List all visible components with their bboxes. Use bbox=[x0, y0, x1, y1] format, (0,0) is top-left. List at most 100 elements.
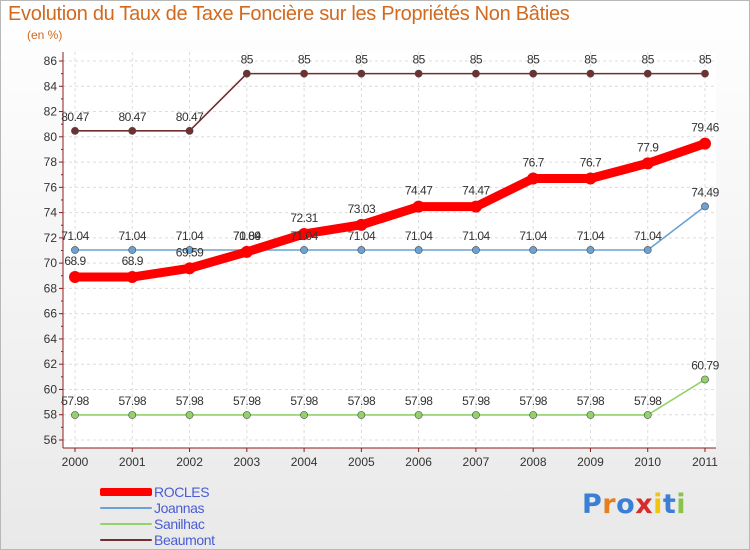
data-label-joannas: 71.04 bbox=[348, 229, 376, 243]
data-label-rocles: 72.31 bbox=[290, 211, 318, 225]
data-label-sanilhac: 57.98 bbox=[462, 394, 490, 408]
data-point-beaumont bbox=[472, 69, 480, 78]
data-point-joannas bbox=[128, 246, 137, 254]
data-point-beaumont bbox=[643, 69, 652, 78]
data-point-sanilhac bbox=[701, 375, 709, 384]
data-label-beaumont: 85 bbox=[241, 53, 254, 67]
data-point-beaumont bbox=[128, 126, 137, 135]
data-point-sanilhac bbox=[185, 411, 194, 419]
data-label-rocles: 70.89 bbox=[233, 229, 261, 243]
data-label-beaumont: 85 bbox=[355, 53, 368, 67]
data-label-joannas: 71.04 bbox=[176, 229, 204, 243]
data-point-rocles bbox=[183, 262, 196, 275]
y-tick-label: 68 bbox=[44, 281, 58, 295]
data-point-joannas bbox=[529, 246, 538, 254]
logo-letter: i bbox=[676, 489, 687, 520]
logo-letter: r bbox=[602, 489, 617, 520]
data-point-rocles bbox=[584, 172, 597, 185]
y-tick-label: 76 bbox=[44, 180, 58, 194]
data-label-beaumont: 85 bbox=[527, 53, 540, 67]
data-point-beaumont bbox=[242, 69, 251, 78]
data-point-rocles bbox=[126, 271, 139, 284]
data-label-joannas: 71.04 bbox=[519, 229, 547, 243]
y-tick-label: 62 bbox=[44, 357, 58, 371]
legend-swatch-beaumont bbox=[100, 539, 152, 541]
data-point-beaumont bbox=[357, 69, 366, 78]
data-label-sanilhac: 57.98 bbox=[290, 394, 318, 408]
data-label-beaumont: 85 bbox=[298, 53, 311, 67]
data-point-joannas bbox=[701, 202, 709, 211]
data-point-beaumont bbox=[185, 126, 194, 135]
data-label-sanilhac: 57.98 bbox=[577, 394, 605, 408]
series-line-sanilhac bbox=[74, 378, 706, 416]
data-point-rocles bbox=[355, 218, 368, 231]
data-label-joannas: 74.49 bbox=[691, 185, 719, 199]
x-tick-label: 2009 bbox=[577, 455, 604, 469]
data-point-rocles bbox=[527, 172, 540, 185]
y-tick-label: 78 bbox=[44, 155, 58, 169]
data-label-beaumont: 80.47 bbox=[119, 110, 147, 124]
y-tick-label: 58 bbox=[44, 408, 58, 422]
y-tick-label: 70 bbox=[44, 256, 58, 270]
data-label-sanilhac: 57.98 bbox=[119, 394, 147, 408]
data-label-beaumont: 80.47 bbox=[61, 110, 89, 124]
data-label-joannas: 71.04 bbox=[577, 229, 605, 243]
x-tick-label: 2001 bbox=[119, 455, 146, 469]
y-tick-label: 84 bbox=[44, 79, 58, 93]
data-labels-layer: 80.47 80.47 80.47 85 85 85 85 85 85 85 85 85 71.04 71… bbox=[61, 53, 720, 408]
data-point-sanilhac bbox=[586, 411, 595, 419]
logo-letter: o bbox=[616, 489, 636, 520]
y-tick-label: 64 bbox=[44, 332, 58, 346]
data-point-rocles bbox=[641, 157, 654, 170]
data-point-sanilhac bbox=[71, 411, 79, 419]
y-tick-label: 60 bbox=[44, 382, 58, 396]
data-label-beaumont: 85 bbox=[699, 53, 712, 67]
data-label-sanilhac: 57.98 bbox=[176, 394, 204, 408]
data-label-beaumont: 85 bbox=[470, 53, 483, 67]
x-tick-label: 2004 bbox=[291, 455, 318, 469]
chart-title: Evolution du Taux de Taxe Foncière sur l… bbox=[8, 3, 570, 25]
data-label-rocles: 68.9 bbox=[122, 254, 144, 268]
data-label-joannas: 71.04 bbox=[290, 229, 318, 243]
data-label-sanilhac: 57.98 bbox=[233, 394, 261, 408]
x-tick-label: 2002 bbox=[176, 455, 203, 469]
data-label-beaumont: 80.47 bbox=[176, 110, 204, 124]
data-point-rocles bbox=[412, 200, 425, 213]
data-label-rocles: 74.47 bbox=[462, 184, 490, 198]
data-label-sanilhac: 57.98 bbox=[519, 394, 547, 408]
data-point-joannas bbox=[185, 246, 194, 254]
series-line-joannas bbox=[74, 205, 706, 251]
data-point-sanilhac bbox=[643, 411, 652, 419]
axes: 56 58 60 62 64 66 68 70 72 74 76 78 80 82 84 86 2000 2001… bbox=[44, 52, 718, 469]
x-tick-label: 2010 bbox=[634, 455, 661, 469]
legend-swatch-sanilhac bbox=[100, 523, 152, 525]
data-label-sanilhac: 57.98 bbox=[348, 394, 376, 408]
chart-subtitle: (en %) bbox=[27, 28, 63, 42]
data-label-rocles: 74.47 bbox=[405, 184, 433, 198]
data-point-joannas bbox=[643, 246, 652, 254]
data-label-beaumont: 85 bbox=[642, 53, 655, 67]
x-tick-label: 2006 bbox=[405, 455, 432, 469]
data-label-beaumont: 85 bbox=[584, 53, 597, 67]
x-tick-label: 2003 bbox=[233, 455, 260, 469]
data-point-joannas bbox=[414, 246, 423, 254]
data-point-sanilhac bbox=[414, 411, 423, 419]
data-label-joannas: 71.04 bbox=[462, 229, 490, 243]
data-label-joannas: 71.04 bbox=[119, 229, 147, 243]
data-point-joannas bbox=[472, 246, 480, 254]
data-label-sanilhac: 57.98 bbox=[634, 394, 662, 408]
data-point-joannas bbox=[71, 246, 79, 254]
data-label-rocles: 76.7 bbox=[523, 155, 545, 169]
data-label-rocles: 79.46 bbox=[691, 121, 719, 135]
data-point-sanilhac bbox=[128, 411, 137, 419]
legend-swatch-rocles bbox=[100, 488, 152, 496]
data-point-sanilhac bbox=[529, 411, 538, 419]
data-label-sanilhac: 57.98 bbox=[61, 394, 89, 408]
data-label-rocles: 77.9 bbox=[637, 140, 659, 154]
y-tick-label: 82 bbox=[44, 105, 58, 119]
series-layer bbox=[69, 69, 711, 419]
data-label-joannas: 71.04 bbox=[233, 229, 261, 243]
data-point-beaumont bbox=[701, 69, 709, 78]
data-label-rocles: 73.03 bbox=[348, 202, 376, 216]
y-tick-label: 66 bbox=[44, 307, 58, 321]
